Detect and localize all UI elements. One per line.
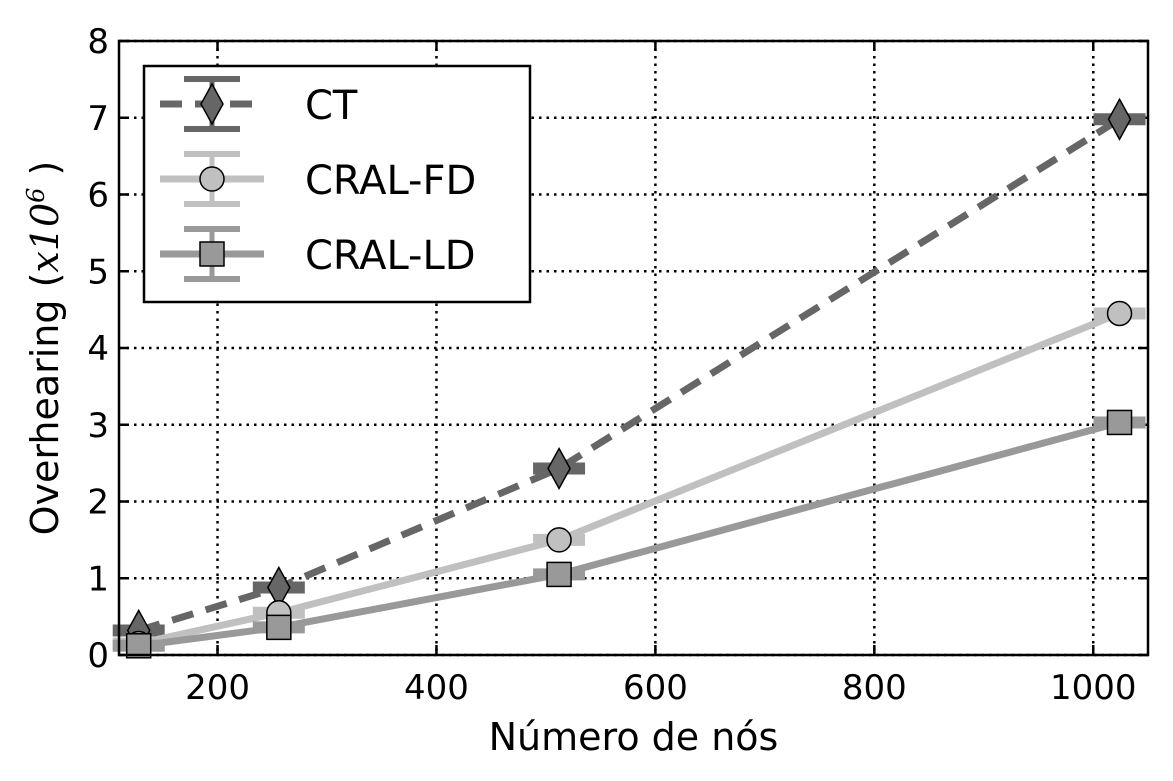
data-point-cral-ld bbox=[266, 614, 292, 641]
y-tick-label: 6 bbox=[87, 176, 109, 216]
data-point-cral-ld bbox=[1106, 409, 1133, 436]
y-tick-label: 5 bbox=[87, 252, 109, 292]
x-tick-label: 400 bbox=[404, 668, 469, 708]
legend-entry-cral-fd: CRAL-FD bbox=[160, 151, 476, 207]
legend-marker-cral-ld bbox=[199, 241, 225, 267]
series-line-ct bbox=[137, 116, 1122, 634]
series-line-cral-ld bbox=[138, 419, 1121, 650]
legend-entry-cral-ld: CRAL-LD bbox=[160, 226, 476, 282]
legend-label-ct: CT bbox=[305, 83, 358, 129]
y-tick-label: 8 bbox=[87, 22, 109, 62]
data-point-ct bbox=[547, 446, 571, 491]
y-tick-label: 7 bbox=[87, 99, 109, 139]
data-point-ct bbox=[1107, 97, 1132, 141]
y-axis-label-text: Overhearing ( bbox=[23, 273, 67, 536]
y-tick-label: 1 bbox=[87, 559, 109, 599]
legend-entry-ct: CT bbox=[160, 76, 358, 132]
grid-lines bbox=[119, 39, 1148, 657]
y-tick-label: 3 bbox=[87, 406, 109, 446]
plot-frame bbox=[117, 39, 1150, 657]
data-point-cral-fd bbox=[546, 527, 572, 553]
legend-marker-cral-fd bbox=[199, 166, 225, 192]
x-tick-label: 200 bbox=[185, 668, 250, 708]
legend: CT CRAL-FD CRAL-LD bbox=[142, 64, 532, 304]
x-axis-label: Número de nós bbox=[489, 715, 779, 759]
y-axis-label-exponent: 6 bbox=[22, 188, 50, 203]
y-axis-label-unit: x10 bbox=[23, 203, 67, 273]
x-tick-label: 1000 bbox=[1050, 668, 1137, 708]
y-tick-label: 2 bbox=[87, 483, 109, 523]
axis-ticks: 200 400 600 800 1000 0 1 2 3 4 5 6 7 8 bbox=[87, 22, 1148, 708]
legend-label-cral-fd: CRAL-FD bbox=[305, 158, 476, 204]
y-axis-label: Overhearing (x106 ) bbox=[22, 161, 67, 536]
y-tick-label: 0 bbox=[87, 636, 109, 676]
x-tick-label: 600 bbox=[623, 668, 688, 708]
legend-marker-ct bbox=[200, 82, 224, 126]
y-axis-label-close: ) bbox=[23, 161, 67, 188]
data-point-cral-ld bbox=[546, 561, 572, 588]
y-tick-label: 4 bbox=[87, 329, 109, 369]
series-ct bbox=[112, 97, 1146, 652]
series-line-cral-fd bbox=[137, 310, 1121, 647]
data-point-cral-fd bbox=[1106, 300, 1133, 327]
x-tick-label: 800 bbox=[842, 668, 907, 708]
legend-label-cral-ld: CRAL-LD bbox=[305, 233, 476, 279]
